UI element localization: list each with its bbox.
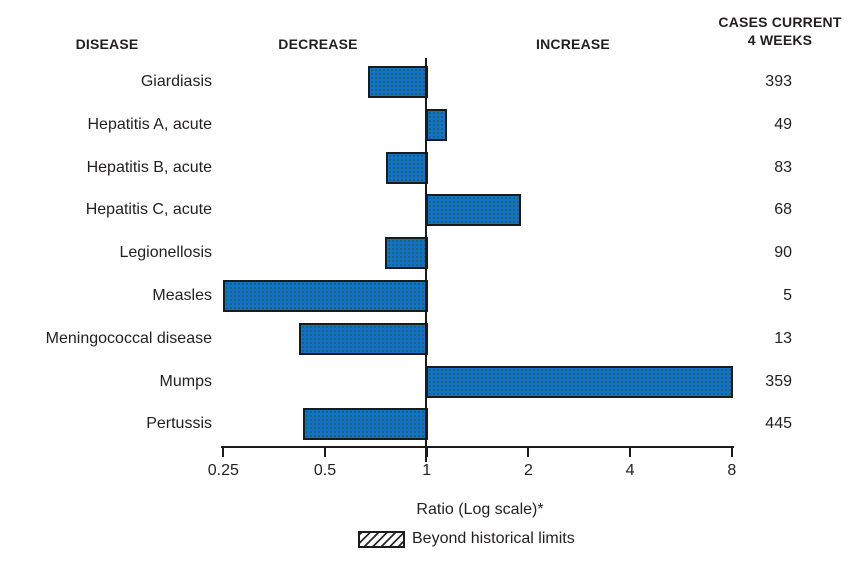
cases-value-hepatitis-c-acute: 68 bbox=[774, 201, 792, 219]
x-tick-0.25 bbox=[222, 446, 225, 457]
baseline-axis-line bbox=[425, 58, 427, 462]
disease-label-pertussis: Pertussis bbox=[146, 415, 212, 433]
disease-label-mumps: Mumps bbox=[159, 372, 212, 390]
bar-legionellosis bbox=[384, 237, 428, 270]
cases-value-giardiasis: 393 bbox=[765, 73, 792, 90]
disease-label-measles: Measles bbox=[152, 287, 212, 304]
x-tick-label-0.25: 0.25 bbox=[207, 462, 239, 479]
column-header-disease: DISEASE bbox=[75, 36, 139, 52]
disease-label-legionellosis: Legionellosis bbox=[119, 244, 212, 262]
bar-measles bbox=[223, 280, 428, 312]
disease-label-hepatitis-c-acute: Hepatitis C, acute bbox=[85, 201, 212, 219]
bar-hepatitis-a-acute bbox=[425, 108, 448, 141]
disease-label-giardiasis: Giardiasis bbox=[140, 73, 212, 90]
x-tick-label-1: 1 bbox=[422, 462, 432, 479]
beyond-historical-limits-hatch-swatch bbox=[358, 530, 405, 548]
x-tick-label-4: 4 bbox=[625, 462, 635, 479]
bar-meningococcal-disease bbox=[299, 322, 428, 355]
x-axis-line bbox=[221, 446, 734, 448]
disease-label-meningococcal-disease: Meningococcal disease bbox=[45, 329, 212, 347]
x-tick-2 bbox=[527, 446, 530, 457]
x-tick-1 bbox=[425, 446, 428, 457]
cases-value-mumps: 359 bbox=[765, 372, 792, 390]
bar-mumps bbox=[425, 365, 733, 398]
column-header-increase: INCREASE bbox=[536, 36, 610, 52]
x-tick-label-0.5: 0.5 bbox=[313, 462, 337, 479]
x-tick-label-2: 2 bbox=[523, 462, 533, 479]
legend-label: Beyond historical limits bbox=[412, 530, 575, 547]
column-header-cases-line2: 4 WEEKS bbox=[747, 32, 813, 48]
bar-hepatitis-b-acute bbox=[386, 151, 428, 184]
x-axis-label: Ratio (Log scale)* bbox=[416, 501, 544, 518]
column-header-decrease: DECREASE bbox=[278, 36, 358, 52]
disease-label-hepatitis-a-acute: Hepatitis A, acute bbox=[87, 115, 212, 133]
cases-value-meningococcal-disease: 13 bbox=[774, 329, 792, 347]
legend: Beyond historical limits bbox=[358, 530, 575, 548]
cases-value-measles: 5 bbox=[783, 287, 792, 304]
column-header-cases-line1: CASES CURRENT bbox=[718, 14, 842, 30]
x-tick-label-8: 8 bbox=[727, 462, 737, 479]
bar-pertussis bbox=[302, 408, 428, 441]
disease-label-hepatitis-b-acute: Hepatitis B, acute bbox=[86, 158, 212, 176]
cases-value-pertussis: 445 bbox=[765, 415, 792, 433]
cases-value-hepatitis-a-acute: 49 bbox=[774, 115, 792, 133]
x-tick-8 bbox=[730, 446, 733, 457]
cases-value-legionellosis: 90 bbox=[774, 244, 792, 262]
cases-value-hepatitis-b-acute: 83 bbox=[774, 158, 792, 176]
x-tick-0.5 bbox=[324, 446, 326, 457]
x-tick-4 bbox=[629, 446, 632, 457]
bar-hepatitis-c-acute bbox=[425, 194, 521, 227]
bar-giardiasis bbox=[367, 66, 428, 98]
